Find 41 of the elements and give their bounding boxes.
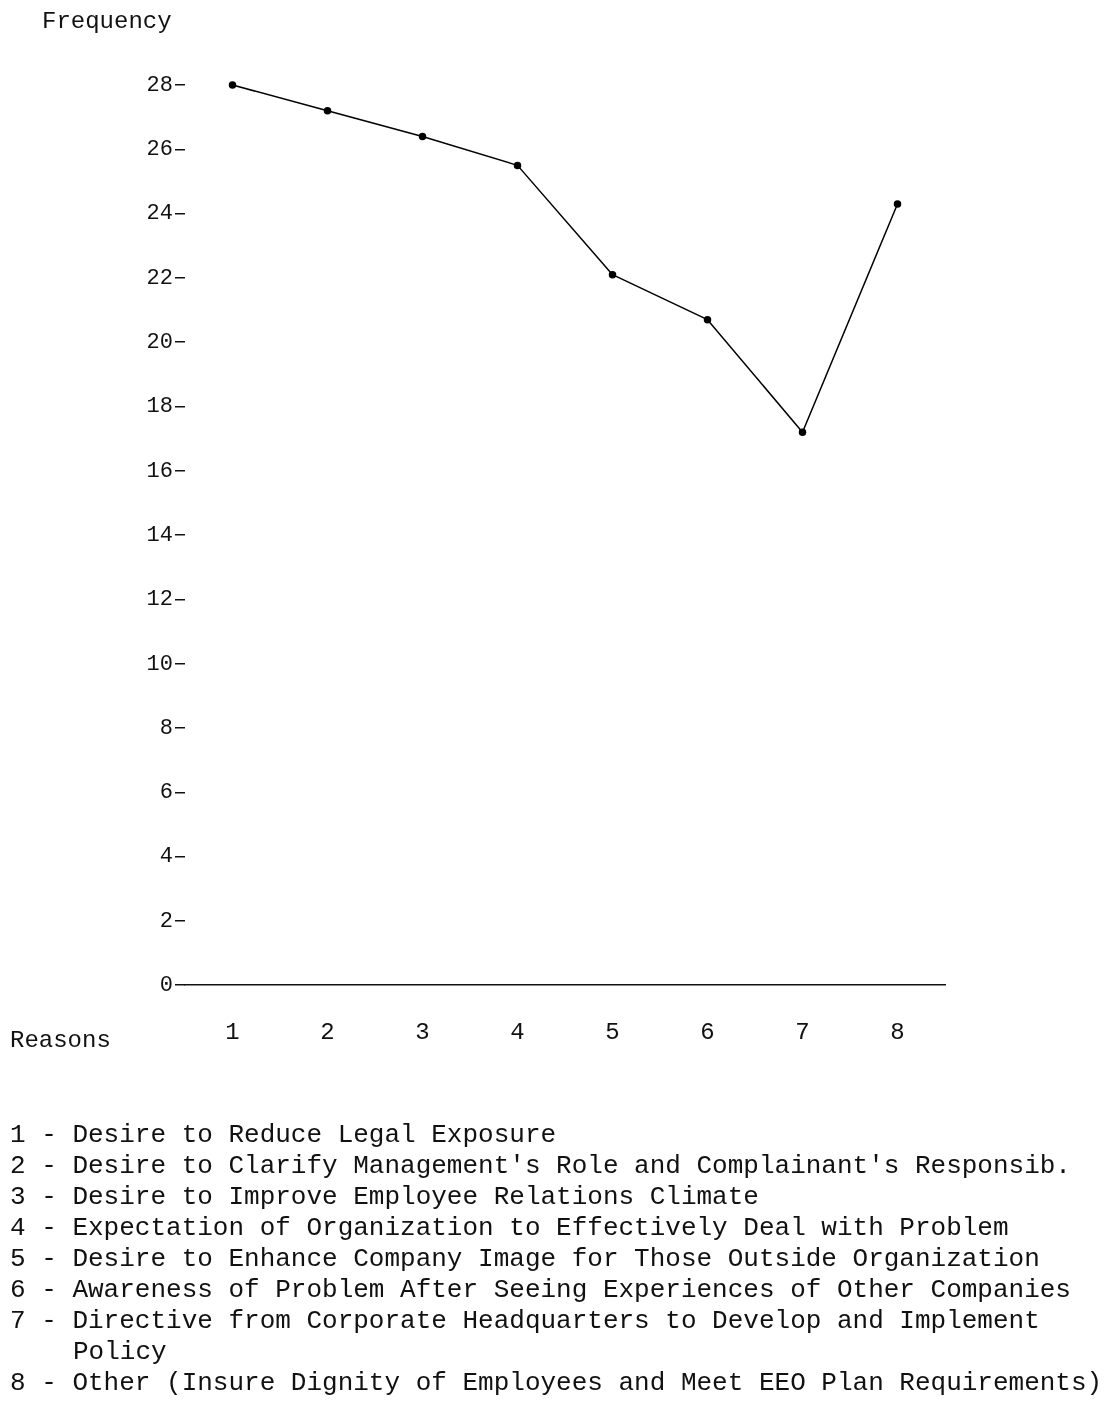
x-tick-label: 8 (890, 1018, 905, 1046)
y-tick-label: 26 (146, 137, 173, 163)
y-axis-title: Frequency (42, 8, 172, 36)
x-tick-label: 4 (510, 1018, 525, 1046)
x-axis-title: Reasons (10, 1027, 111, 1055)
text: 4 - Expectation of Organization to Effectively Deal with Problem (10, 1213, 1010, 1244)
y-tick-label: 2 (159, 908, 173, 934)
text: 8 - Other (Insure Dignity of Employees and Meet EEO Plan Requirements) (10, 1368, 1104, 1399)
x-tick-label: 3 (415, 1018, 430, 1046)
text: 7 - Directive from Corporate Headquarters to Develop and Implement Policy (10, 1306, 1041, 1368)
x-tick-label: 6 (700, 1018, 715, 1046)
y-tick-label: 28 (146, 72, 173, 98)
text: 1 - Desire to Reduce Legal Exposure (10, 1120, 558, 1151)
point (418, 132, 427, 141)
y-tick-label: 0 (159, 973, 173, 999)
y-tick-label: 10 (146, 651, 173, 677)
y-tick-label: 20 (146, 330, 173, 356)
text: 5 - Desire to Enhance Company Image for Those Outside Organization (10, 1244, 1041, 1275)
text: 6 - Awareness of Problem After Seeing Experiences of Other Companies (10, 1275, 1072, 1306)
point (323, 106, 332, 115)
y-tick-label: 8 (159, 715, 173, 741)
point (703, 315, 712, 324)
y-tick-label: 6 (159, 780, 173, 806)
y-tick-label: 14 (146, 522, 173, 548)
point (228, 81, 237, 89)
x-tick-label: 2 (320, 1018, 335, 1046)
y-tick-label: 12 (146, 587, 173, 613)
y-tick-label: 4 (159, 844, 173, 870)
x-tick-label: 1 (225, 1018, 240, 1046)
point (798, 428, 807, 436)
y-tick-label: 24 (146, 201, 173, 227)
y-tick-label: 22 (146, 265, 173, 291)
y-tick-label: 16 (146, 458, 173, 484)
point (513, 161, 522, 170)
y-tick-label: 18 (146, 394, 173, 420)
point (893, 200, 902, 208)
text: 2 - Desire to Clarify Management's Role and Complainant's Responsib. (10, 1151, 1072, 1182)
text: 3 - Desire to Improve Employee Relations Climate (10, 1182, 760, 1213)
point (608, 270, 617, 279)
x-tick-label: 5 (605, 1018, 620, 1046)
x-tick-label: 7 (795, 1018, 810, 1046)
